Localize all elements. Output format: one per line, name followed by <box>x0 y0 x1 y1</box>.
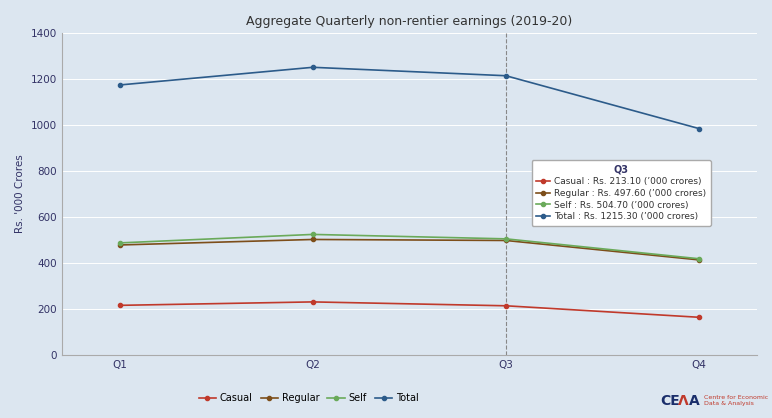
Legend: Casual, Regular, Self, Total: Casual, Regular, Self, Total <box>195 389 423 407</box>
Text: Centre for Economic: Centre for Economic <box>704 395 768 400</box>
Text: Data & Analysis: Data & Analysis <box>704 401 754 406</box>
Text: A: A <box>689 394 700 408</box>
Text: CE: CE <box>660 394 680 408</box>
Text: Λ: Λ <box>678 394 689 408</box>
Title: Aggregate Quarterly non-rentier earnings (2019-20): Aggregate Quarterly non-rentier earnings… <box>246 15 573 28</box>
Legend: Casual : Rs. 213.10 (’000 crores), Regular : Rs. 497.60 (’000 crores), Self : Rs: Casual : Rs. 213.10 (’000 crores), Regul… <box>532 160 711 226</box>
Y-axis label: Rs. '000 Crores: Rs. '000 Crores <box>15 155 25 233</box>
